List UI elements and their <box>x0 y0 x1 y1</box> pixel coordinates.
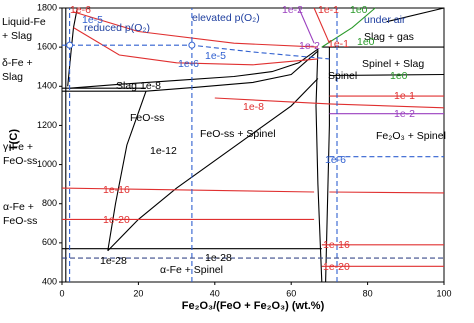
annotation: FeO-ss <box>3 155 37 167</box>
phase-line <box>69 48 319 89</box>
x-tick-label: 80 <box>363 288 373 298</box>
annotation: 1e0 <box>357 36 375 48</box>
annotation: 1e-2 <box>299 40 320 52</box>
annotation: Liquid-Fe <box>2 16 46 28</box>
annotation: 1e-1 <box>328 38 349 50</box>
phase-line <box>329 73 445 77</box>
x-tick-label: 100 <box>436 288 451 298</box>
annotation: Spinel <box>328 70 357 82</box>
phase-line <box>73 11 318 48</box>
phase-line <box>214 97 445 109</box>
annotation: 1e-8 <box>243 101 264 113</box>
annotation: 1e-16 <box>323 239 350 251</box>
marker <box>66 41 74 49</box>
annotation: δ-Fe + <box>2 57 33 69</box>
annotation: Slag + gas <box>364 31 414 43</box>
annotation: 1e-20 <box>103 214 130 226</box>
annotation: FeO-ss <box>130 112 164 124</box>
annotation: 1e-28 <box>100 255 127 267</box>
y-tick-label: 1800 <box>37 2 57 12</box>
phase-line <box>61 187 315 193</box>
y-tick-label: 800 <box>42 198 57 208</box>
annotation: reduced p(O₂) <box>84 22 150 34</box>
y-tick-label: 1200 <box>37 120 57 130</box>
marker <box>188 41 196 49</box>
annotation: FeO-ss <box>3 215 37 227</box>
phase-line <box>313 7 330 44</box>
annotation: γ-Fe + <box>3 141 33 153</box>
annotation: Spinel + Slag <box>362 58 424 70</box>
y-tick-label: 1400 <box>37 81 57 91</box>
phase-line <box>107 91 147 251</box>
phase-line <box>329 191 445 194</box>
annotation: 1e0 <box>390 70 408 82</box>
annotation: 1e-6 <box>70 4 91 16</box>
annotation: Slag <box>2 71 23 83</box>
y-tick-label: 1600 <box>37 42 57 52</box>
annotation: + Slag <box>2 30 32 42</box>
annotation: α-Fe + <box>3 201 34 213</box>
plot-frame <box>61 7 445 283</box>
annotation: 1e-5 <box>82 14 103 26</box>
annotation: 1e-6 <box>325 154 346 166</box>
annotation: 1e-20 <box>323 261 350 273</box>
x-tick-label: 20 <box>133 288 143 298</box>
annotation: Fe₂O₃ + Spinel <box>376 130 446 142</box>
phase-line <box>73 27 318 66</box>
annotation: 1e-16 <box>103 184 130 196</box>
phase-line <box>386 7 445 23</box>
annotation: 1e-1 <box>394 90 415 102</box>
phase-line <box>145 50 319 92</box>
annotation: 1e-8 <box>140 80 161 92</box>
annotation: α-Fe + Spinel <box>160 264 223 276</box>
phase-line <box>325 47 330 283</box>
annotation: 1e0 <box>350 4 368 16</box>
annotation: 1e-28 <box>205 252 232 264</box>
phase-line <box>315 49 323 283</box>
x-tick-label: 0 <box>59 288 64 298</box>
phase-line <box>107 78 319 252</box>
annotation: elevated p(O₂) <box>192 12 260 24</box>
annotation: 1e-6 <box>178 58 199 70</box>
y-tick-label: 400 <box>42 276 57 286</box>
annotation: 1e-2 <box>282 4 303 16</box>
dashed-line <box>62 44 330 60</box>
annotation: 1e-1 <box>318 4 339 16</box>
annotation: 1e-2 <box>394 108 415 120</box>
annotation: 1e-5 <box>205 50 226 62</box>
annotation: under air <box>364 14 406 26</box>
phase-line <box>298 7 315 44</box>
x-tick-label: 60 <box>286 288 296 298</box>
y-tick-label: 1000 <box>37 159 57 169</box>
x-tick-label: 40 <box>210 288 220 298</box>
phase-line <box>321 7 376 48</box>
y-axis-label: T(C) <box>8 129 20 151</box>
x-axis-label: Fe₂O₃/(FeO + Fe₂O₃) (wt.%) <box>182 300 325 312</box>
y-tick-label: 600 <box>42 237 57 247</box>
annotation: Slag <box>116 80 137 92</box>
annotation: FeO-ss + Spinel <box>200 128 276 140</box>
annotation: 1e-12 <box>150 145 177 157</box>
